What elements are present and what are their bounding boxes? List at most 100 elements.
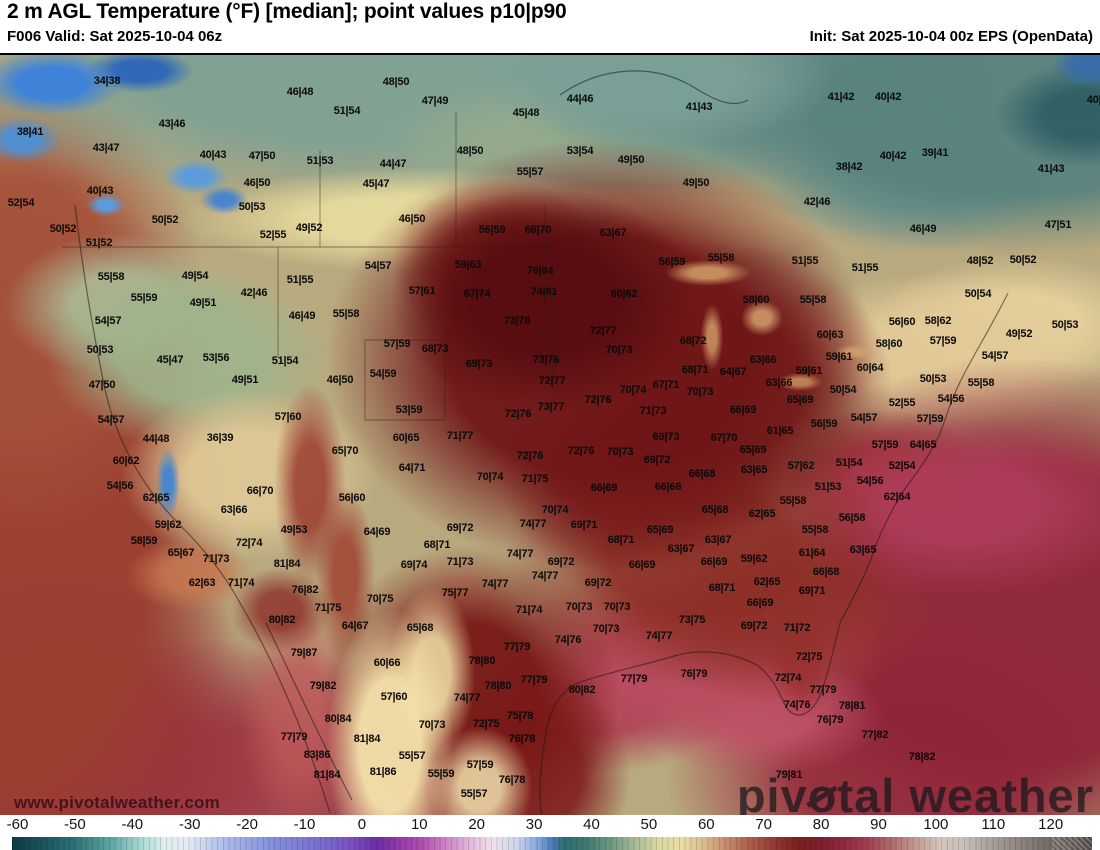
point-value: 71|72 (783, 622, 811, 634)
colorbar-tick: 110 (981, 816, 1006, 833)
colorbar-tick: 40 (583, 816, 600, 833)
colorbar-tick: -40 (121, 816, 144, 833)
point-value: 48|50 (456, 145, 484, 157)
point-value: 63|66 (749, 354, 777, 366)
point-value: 68|71 (607, 534, 635, 546)
point-value: 76|78 (508, 733, 536, 745)
point-value: 74|77 (481, 578, 509, 590)
point-value: 70|73 (592, 623, 620, 635)
point-value: 53|59 (395, 404, 423, 416)
point-value: 56|58 (838, 512, 866, 524)
colorbar-tick: 120 (1038, 816, 1064, 833)
point-value: 80|82 (568, 684, 596, 696)
point-value: 73|77 (537, 401, 565, 413)
point-value: 54|57 (94, 315, 122, 327)
colorbar-tick: 70 (755, 816, 773, 833)
colorbar-tick: 100 (923, 816, 949, 833)
point-value: 57|59 (871, 439, 899, 451)
header: 2 m AGL Temperature (°F) [median]; point… (0, 0, 1100, 53)
point-value: 38|42 (835, 161, 863, 173)
point-value: 45|47 (362, 178, 390, 190)
point-value: 59|62 (154, 519, 182, 531)
point-value: 60|64 (856, 362, 884, 374)
point-value: 58|60 (875, 338, 903, 350)
point-value: 43|46 (158, 118, 186, 130)
point-value: 44|46 (566, 93, 594, 105)
point-value: 46|48 (286, 86, 314, 98)
map-canvas[interactable]: 34|38 46|48 48|50 47|49 51|54 45|48 44|46 41|43… (0, 53, 1100, 815)
point-value: 49|51 (189, 297, 217, 309)
point-value: 49|51 (231, 374, 259, 386)
point-value: 47|50 (248, 150, 276, 162)
point-value: 60|65 (392, 432, 420, 444)
point-value: 65|68 (701, 504, 729, 516)
point-value: 76|78 (498, 774, 526, 786)
point-value: 51|53 (306, 155, 334, 167)
point-value: 41|43 (685, 101, 713, 113)
site-url-watermark: www.pivotalweather.com (14, 793, 220, 812)
point-value: 72|76 (504, 408, 532, 420)
point-value: 59|61 (825, 351, 853, 363)
colorbar: -60 -50 -40 -30 -20 -10 0 10 20 30 40 50 60 70 80 90 100… (0, 815, 1100, 850)
point-value: 72|75 (472, 718, 500, 730)
point-value: 72|77 (589, 325, 617, 337)
point-value: 70|73 (603, 601, 631, 613)
point-value: 69|72 (740, 620, 768, 632)
point-value: 66|69 (729, 404, 757, 416)
point-value: 56|59 (810, 418, 838, 430)
point-value: 51|55 (851, 262, 879, 274)
point-value: 69|71 (798, 585, 826, 597)
point-value: 83|86 (303, 749, 331, 761)
point-value: 63|66 (220, 504, 248, 516)
point-value: 54|56 (937, 393, 965, 405)
point-value: 71|75 (314, 602, 342, 614)
point-value: 69|72 (446, 522, 474, 534)
point-value: 69|74 (400, 559, 428, 571)
point-value: 54|57 (364, 260, 392, 272)
point-value: 78|80 (484, 680, 512, 692)
point-value: 74|76 (783, 699, 811, 711)
point-value: 61|64 (798, 547, 826, 559)
point-value: 69|72 (584, 577, 612, 589)
borders-coastlines (62, 70, 1009, 815)
point-value: 46|50 (398, 213, 426, 225)
point-value: 46|49 (909, 223, 937, 235)
point-value: 63|67 (667, 543, 695, 555)
point-value: 49|53 (280, 524, 308, 536)
point-value: 68|72 (679, 335, 707, 347)
point-value: 56|59 (478, 224, 506, 236)
point-value: 55|59 (427, 768, 455, 780)
colorbar-tick: 10 (410, 816, 428, 833)
point-value: 66|69 (746, 597, 774, 609)
point-value: 67|71 (652, 379, 680, 391)
point-value: 71|74 (515, 604, 543, 616)
point-value: 67|70 (710, 432, 738, 444)
point-value: 70|74 (476, 471, 504, 483)
point-value: 54|57 (97, 414, 125, 426)
point-value: 57|59 (383, 338, 411, 350)
point-value: 74|77 (645, 630, 673, 642)
point-value: 64|69 (363, 526, 391, 538)
point-value: 48|50 (382, 76, 410, 88)
point-value: 69|72 (547, 556, 575, 568)
point-value: 44|48 (142, 433, 170, 445)
point-value: 77|79 (620, 673, 648, 685)
point-value: 72|76 (516, 450, 544, 462)
point-value: 66|70 (524, 224, 552, 236)
point-value: 40|42 (874, 91, 902, 103)
point-value: 39|41 (921, 147, 949, 159)
point-value: 51|53 (814, 481, 842, 493)
point-value: 81|84 (353, 733, 381, 745)
point-value: 62|65 (142, 492, 170, 504)
point-value: 57|60 (380, 691, 408, 703)
point-value: 71|77 (446, 430, 474, 442)
point-value: 46|50 (243, 177, 271, 189)
colorbar-gradient (12, 837, 1092, 850)
point-value: 66|69 (590, 482, 618, 494)
point-value: 56|60 (888, 316, 916, 328)
point-value: 63|65 (740, 464, 768, 476)
point-value: 47|51 (1044, 219, 1072, 231)
point-value: 71|73 (446, 556, 474, 568)
point-value: 50|54 (829, 384, 857, 396)
